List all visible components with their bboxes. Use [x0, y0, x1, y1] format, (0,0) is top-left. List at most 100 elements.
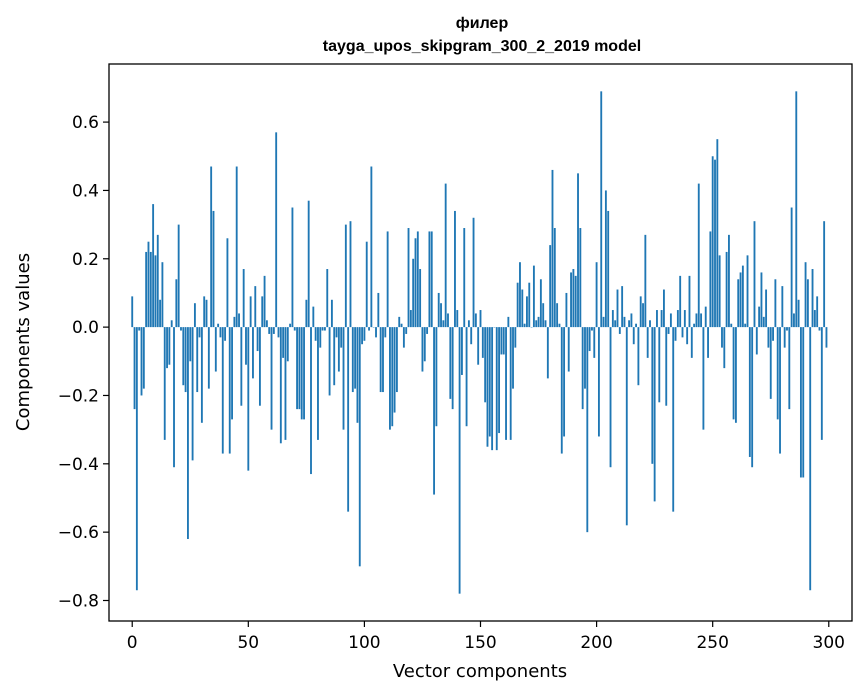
bar [238, 313, 240, 328]
bar [458, 327, 461, 594]
bar [748, 327, 751, 457]
bar [235, 166, 238, 328]
bar [435, 327, 438, 427]
bar [639, 296, 642, 328]
bar [442, 320, 445, 328]
bar [414, 238, 417, 328]
bar [758, 306, 761, 328]
x-tick-label: 300 [813, 633, 845, 653]
bar [737, 279, 740, 328]
bar [189, 327, 192, 362]
bar [261, 296, 264, 328]
bar [776, 327, 779, 420]
bar [644, 234, 647, 328]
bar [686, 327, 689, 345]
bar [679, 275, 682, 328]
bar [395, 327, 398, 393]
bar [317, 327, 319, 440]
bar [426, 327, 429, 334]
bar [820, 327, 823, 440]
bar [430, 231, 433, 328]
bar [231, 327, 233, 420]
bar [660, 310, 663, 328]
bar [602, 316, 605, 328]
bar [816, 296, 819, 328]
bar [481, 327, 484, 358]
bar [628, 320, 631, 328]
bar [310, 327, 312, 475]
bar [356, 327, 359, 423]
bar [477, 327, 480, 365]
bar [549, 245, 552, 328]
bar [226, 238, 229, 328]
bar [298, 327, 301, 410]
bar [793, 313, 795, 328]
bar [472, 217, 475, 328]
bar [669, 313, 672, 328]
bar [519, 262, 521, 328]
bar [140, 327, 143, 396]
bar [711, 156, 714, 328]
bar [212, 210, 215, 328]
bar [604, 190, 607, 328]
bar [382, 327, 384, 393]
bar [728, 234, 730, 328]
bar [263, 275, 266, 328]
x-axis-label: Vector components [393, 661, 567, 682]
y-tick-label: −0.4 [58, 455, 99, 475]
bar [516, 282, 519, 328]
bar [173, 327, 175, 468]
bar [200, 327, 203, 423]
bar [363, 327, 366, 341]
bar [809, 327, 812, 591]
bar [558, 323, 561, 328]
bar [145, 251, 148, 328]
bar [196, 327, 199, 393]
bar [454, 210, 456, 328]
bar [428, 231, 431, 328]
bar [177, 224, 180, 328]
bar [811, 269, 814, 328]
bar [579, 228, 582, 328]
bar [556, 303, 559, 328]
bar [542, 303, 545, 328]
bar [502, 327, 505, 355]
bar [721, 327, 723, 348]
bar [779, 327, 781, 454]
bar [572, 269, 575, 328]
bar [514, 327, 517, 348]
bar [505, 327, 507, 440]
bar [149, 251, 152, 328]
bar [214, 327, 217, 372]
bar [131, 296, 134, 328]
bar [451, 327, 454, 410]
bar [507, 316, 510, 328]
bar [495, 327, 498, 451]
bar [368, 327, 370, 331]
bar [474, 313, 477, 328]
bar [674, 327, 677, 341]
bar [751, 327, 754, 468]
bar [786, 327, 788, 331]
bar [813, 310, 816, 328]
bar [402, 327, 405, 348]
bar [159, 299, 162, 328]
bar [681, 327, 684, 338]
bar [463, 228, 466, 328]
bar [217, 323, 220, 328]
bar [314, 327, 317, 341]
bar [289, 323, 292, 328]
bar [379, 327, 382, 393]
bar [586, 327, 589, 533]
bar [577, 173, 579, 328]
bar [268, 327, 271, 334]
bar [245, 327, 247, 365]
bar [695, 313, 698, 328]
bar [193, 303, 196, 328]
bar [347, 327, 350, 512]
bar [470, 327, 473, 345]
bar [614, 320, 617, 328]
bar [344, 224, 347, 328]
bar [351, 327, 354, 393]
y-tick-label: 0.2 [72, 250, 99, 270]
